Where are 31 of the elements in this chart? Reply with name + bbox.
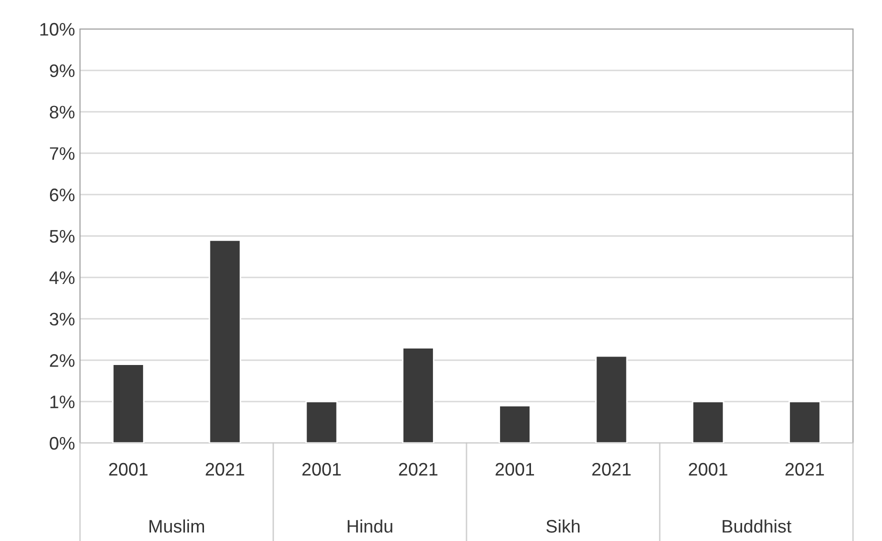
text: Hindu	[348, 519, 392, 533]
y-tick-label: 10%	[40, 22, 74, 36]
y-tick-label: 6%	[50, 188, 74, 202]
text: Buddhist	[722, 519, 792, 533]
y-tick-label: 7%	[50, 147, 74, 160]
bar	[788, 400, 821, 443]
y-tick-label: 1%	[50, 396, 74, 408]
bar	[402, 347, 434, 443]
y-tick-label: 2%	[50, 354, 74, 367]
bar	[208, 239, 242, 443]
x-tick-label: 2001	[688, 462, 728, 476]
x-tick-label: 2021	[786, 462, 824, 476]
bar	[595, 355, 628, 443]
y-tick-label: 3%	[50, 312, 74, 326]
bar	[498, 405, 531, 443]
bar	[112, 364, 144, 443]
y-tick-label: 9%	[50, 64, 74, 78]
x-tick-label: 2021	[399, 462, 438, 476]
x-tick-label: 2021	[206, 462, 244, 476]
text: Sikh	[546, 519, 580, 533]
x-tick-label: 2001	[496, 462, 534, 476]
y-tick-label: 5%	[50, 230, 74, 243]
x-tick-label: 2021	[592, 462, 631, 476]
bar	[305, 400, 338, 443]
y-tick-label: 4%	[49, 271, 74, 284]
bar	[692, 400, 724, 443]
x-tick-label: 2001	[109, 462, 148, 476]
y-tick-label: 0%	[50, 436, 74, 450]
y-tick-label: 8%	[50, 106, 74, 119]
text: Muslim	[150, 519, 204, 533]
x-tick-label: 2001	[302, 462, 341, 476]
